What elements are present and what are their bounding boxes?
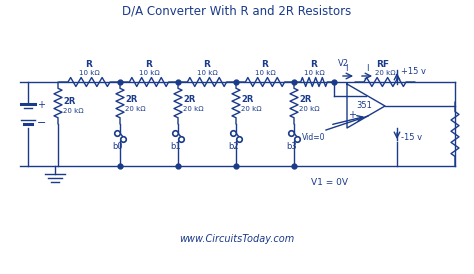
Text: 20 kΩ: 20 kΩ [125,106,146,112]
Text: b1: b1 [171,142,182,151]
Text: R: R [262,60,268,69]
Text: 2R: 2R [241,96,254,104]
Text: +15 v: +15 v [401,67,426,76]
Text: b0: b0 [113,142,123,151]
Text: 2R: 2R [63,98,75,107]
Text: R: R [310,60,318,69]
Text: I: I [366,64,368,73]
Text: +: + [348,110,356,120]
Text: 351: 351 [356,101,372,110]
Text: V2: V2 [338,59,349,68]
Text: −: − [347,92,357,102]
Text: 2R: 2R [183,96,195,104]
Text: R: R [203,60,210,69]
Text: 20 kΩ: 20 kΩ [299,106,319,112]
Text: 2R: 2R [299,96,311,104]
Text: +: + [37,100,45,110]
Text: b2: b2 [228,142,239,151]
Text: 20 kΩ: 20 kΩ [241,106,262,112]
Text: 10 kΩ: 10 kΩ [79,70,100,76]
Text: 10 kΩ: 10 kΩ [197,70,218,76]
Text: 10 kΩ: 10 kΩ [255,70,275,76]
Text: 20 kΩ: 20 kΩ [183,106,204,112]
Text: 20 kΩ: 20 kΩ [63,108,83,114]
Text: RF: RF [376,60,390,69]
Text: I: I [345,64,347,73]
Text: −: − [37,118,46,128]
Text: R: R [86,60,92,69]
Text: V1 = 0V: V1 = 0V [311,178,348,187]
Text: 10 kΩ: 10 kΩ [138,70,159,76]
Text: Vid=0: Vid=0 [302,133,326,142]
Text: 10 kΩ: 10 kΩ [304,70,324,76]
Text: 20 kΩ: 20 kΩ [374,70,395,76]
Text: R: R [146,60,153,69]
Text: 2R: 2R [125,96,137,104]
Text: www.CircuitsToday.com: www.CircuitsToday.com [179,234,295,244]
Text: -15 v: -15 v [401,133,422,142]
Text: b3: b3 [287,142,297,151]
Text: D/A Converter With R and 2R Resistors: D/A Converter With R and 2R Resistors [122,4,352,17]
